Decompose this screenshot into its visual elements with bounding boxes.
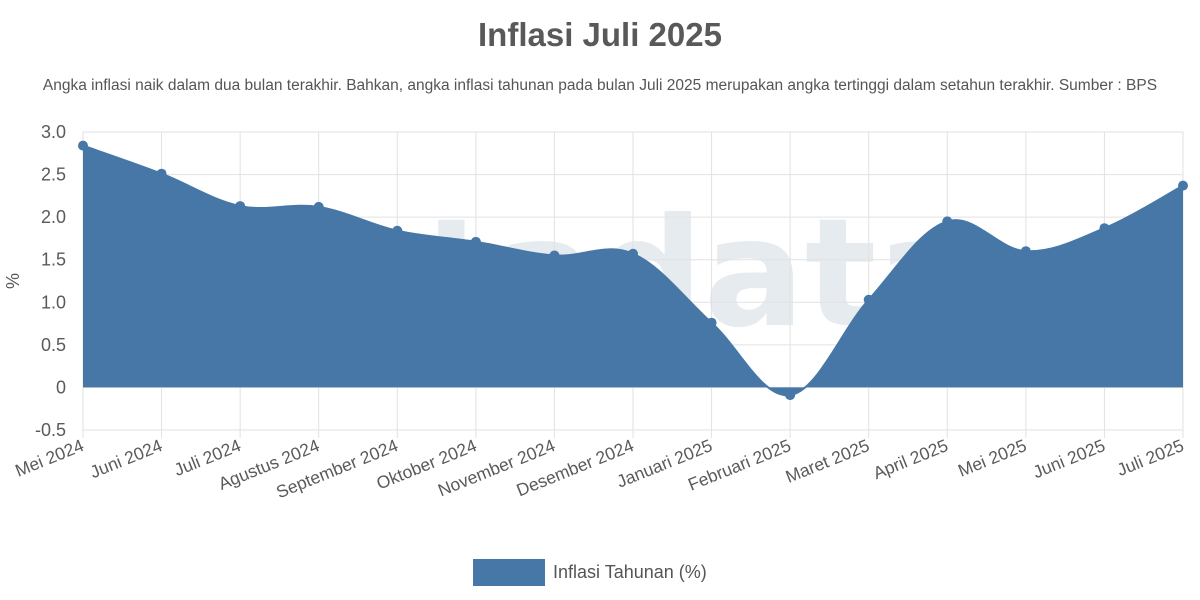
x-tick-label: Maret 2025 (783, 435, 873, 487)
y-axis-label: % (3, 273, 23, 289)
chart-title: Inflasi Juli 2025 (478, 16, 722, 53)
data-point[interactable] (785, 390, 796, 401)
x-tick-label: Mei 2024 (12, 435, 86, 481)
y-tick-label: 2.5 (41, 165, 66, 185)
chart-subtitle: Angka inflasi naik dalam dua bulan terak… (42, 77, 1158, 94)
data-point[interactable] (863, 294, 874, 305)
legend[interactable]: Inflasi Tahunan (%) (473, 559, 707, 586)
series-line (82, 144, 1184, 397)
y-tick-label: -0.5 (35, 420, 66, 440)
x-tick-label: Juni 2024 (87, 435, 165, 482)
area-layer (82, 144, 1184, 397)
data-point[interactable] (1020, 246, 1031, 257)
legend-label: Inflasi Tahunan (%) (553, 562, 707, 582)
data-point[interactable] (392, 225, 403, 236)
data-point[interactable] (156, 168, 167, 179)
y-tick-label: 1.5 (41, 250, 66, 270)
data-point[interactable] (1099, 223, 1110, 234)
point-layer (78, 140, 1188, 401)
legend-swatch (473, 559, 545, 586)
data-point[interactable] (78, 140, 88, 151)
data-point[interactable] (470, 236, 481, 247)
y-tick-label: 0.5 (41, 335, 66, 355)
x-tick-label: Juni 2025 (1030, 435, 1108, 482)
y-tick-label: 1.0 (41, 292, 66, 312)
y-tick-label: 0 (56, 377, 66, 397)
data-point[interactable] (313, 201, 324, 212)
data-point[interactable] (942, 216, 953, 227)
data-point[interactable] (1178, 180, 1188, 191)
x-tick-label: Juli 2025 (1114, 435, 1186, 480)
series-area (83, 145, 1183, 396)
x-tick-label: Mei 2025 (955, 435, 1029, 481)
x-tick-label: April 2025 (870, 435, 951, 483)
inflation-area-chart: katadata 3.02.52.01.51.00.50-0.5 Mei 202… (3, 122, 1188, 502)
data-point[interactable] (628, 248, 638, 259)
data-point[interactable] (549, 250, 560, 261)
y-tick-labels: 3.0 2.5 2.0 1.5 1.0 0.5 0 -0.5 (35, 122, 66, 440)
data-point[interactable] (235, 201, 246, 212)
y-tick-label: 2.0 (41, 207, 66, 227)
y-tick-label: 3.0 (41, 122, 66, 142)
data-point[interactable] (706, 317, 717, 328)
